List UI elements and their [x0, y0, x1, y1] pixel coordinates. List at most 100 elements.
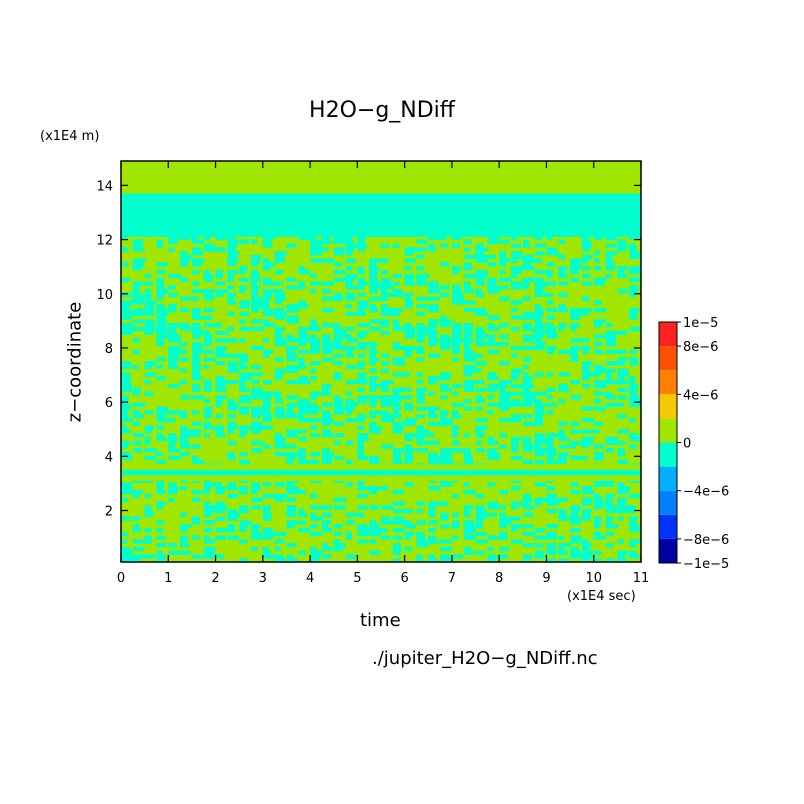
- heatmap-cell: [522, 315, 536, 320]
- heatmap-cell: [227, 535, 239, 540]
- heatmap-cell: [570, 353, 579, 358]
- heatmap-cell: [534, 292, 547, 298]
- heatmap-cell: [546, 372, 553, 377]
- heatmap-cell: [298, 235, 311, 241]
- heatmap-cell: [369, 383, 381, 389]
- heatmap-cell: [262, 516, 272, 521]
- heatmap-cell: [416, 387, 427, 392]
- heatmap-cell: [286, 345, 298, 351]
- heatmap-cell: [475, 334, 488, 339]
- heatmap-cell: [191, 372, 201, 377]
- heatmap-cell: [558, 323, 568, 328]
- heatmap-cell: [239, 376, 252, 381]
- heatmap-cell: [144, 535, 152, 540]
- heatmap-cell: [191, 520, 200, 525]
- heatmap-cell: [345, 482, 353, 487]
- heatmap-cell: [617, 501, 626, 506]
- heatmap-cell: [511, 258, 518, 263]
- heatmap-cell: [262, 531, 275, 537]
- heatmap-cell: [511, 281, 524, 286]
- heatmap-cell: [321, 527, 333, 533]
- heatmap-cell: [215, 433, 226, 438]
- heatmap-cell: [286, 520, 299, 525]
- heatmap-cell: [487, 235, 500, 241]
- heatmap-cell: [511, 436, 522, 442]
- heatmap-cell: [203, 387, 212, 392]
- heatmap-cell: [298, 402, 311, 408]
- heatmap-cell: [499, 512, 506, 518]
- heatmap-cell: [534, 319, 543, 324]
- heatmap-cell: [168, 383, 180, 389]
- heatmap-band: [121, 177, 641, 194]
- heatmap-cell: [617, 273, 628, 279]
- heatmap-cell: [558, 512, 567, 518]
- y-tick-label: 4: [105, 450, 113, 465]
- heatmap-cell: [132, 489, 143, 495]
- heatmap-cell: [499, 395, 510, 400]
- heatmap-cell: [345, 391, 352, 396]
- heatmap-cell: [310, 247, 323, 252]
- heatmap-cell: [310, 361, 321, 366]
- heatmap-band: [121, 193, 641, 237]
- heatmap-cell: [463, 326, 473, 332]
- heatmap-cell: [558, 550, 569, 555]
- heatmap-cell: [617, 539, 624, 544]
- heatmap-cell: [392, 508, 406, 514]
- heatmap-cell: [310, 251, 323, 256]
- heatmap-cell: [617, 558, 628, 562]
- heatmap-cell: [239, 239, 250, 244]
- heatmap-cell: [534, 433, 545, 438]
- heatmap-cell: [239, 398, 252, 404]
- heatmap-cell: [404, 433, 417, 438]
- heatmap-cell: [605, 330, 618, 335]
- heatmap-cell: [605, 372, 613, 377]
- heatmap-cell: [629, 379, 636, 385]
- heatmap-cell: [381, 304, 389, 309]
- heatmap-cell: [546, 452, 557, 457]
- heatmap-cell: [617, 379, 629, 385]
- heatmap-cell: [487, 323, 494, 328]
- heatmap-cell: [156, 292, 165, 298]
- heatmap-cell: [487, 254, 496, 260]
- heatmap-cell: [570, 539, 582, 544]
- heatmap-cell: [251, 440, 264, 445]
- heatmap-cell: [451, 414, 462, 419]
- heatmap-cell: [251, 254, 262, 260]
- heatmap-cell: [310, 493, 318, 499]
- heatmap-cell: [593, 251, 601, 256]
- heatmap-cell: [215, 429, 223, 434]
- heatmap-cell: [168, 334, 181, 339]
- heatmap-cell: [274, 281, 283, 286]
- heatmap-cell: [381, 379, 394, 385]
- heatmap-cell: [121, 402, 131, 408]
- heatmap-cell: [156, 311, 169, 316]
- heatmap-cell: [156, 334, 169, 339]
- heatmap-cell: [321, 505, 333, 510]
- heatmap-cell: [168, 323, 181, 328]
- heatmap-cell: [629, 417, 636, 423]
- heatmap-cell: [499, 254, 507, 260]
- heatmap-cell: [451, 300, 464, 305]
- heatmap-cell: [321, 387, 329, 392]
- heatmap-cell: [321, 417, 334, 423]
- heatmap-cell: [440, 448, 453, 453]
- heatmap-cell: [451, 429, 458, 434]
- heatmap-cell: [321, 323, 334, 328]
- heatmap-cell: [203, 288, 215, 294]
- heatmap-cell: [121, 429, 131, 434]
- heatmap-cell: [251, 421, 263, 426]
- heatmap-cell: [511, 243, 522, 248]
- heatmap-cell: [310, 546, 317, 552]
- heatmap-cell: [121, 444, 128, 449]
- heatmap-cell: [203, 338, 213, 343]
- heatmap-cell: [333, 455, 344, 461]
- heatmap-cell: [499, 391, 511, 396]
- heatmap-cell: [416, 247, 427, 252]
- heatmap-cell: [191, 345, 204, 351]
- heatmap-cell: [156, 269, 167, 275]
- heatmap-cell: [321, 512, 333, 518]
- heatmap-cell: [286, 349, 295, 354]
- heatmap-cell: [144, 281, 154, 286]
- heatmap-cell: [180, 444, 191, 449]
- heatmap-cell: [262, 379, 272, 385]
